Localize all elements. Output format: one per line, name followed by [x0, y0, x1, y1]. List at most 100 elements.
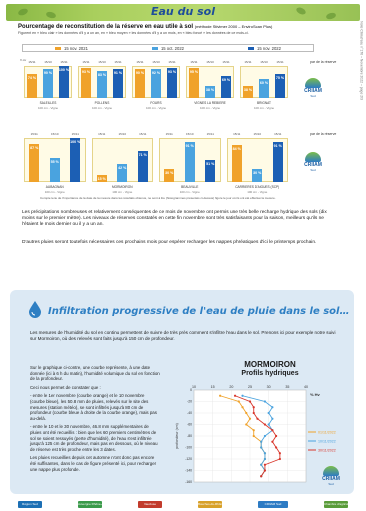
bar-date-label: 15/11	[28, 60, 36, 64]
series-point	[260, 475, 263, 478]
body-paragraph: Les pluies recueillies depuis cet automn…	[30, 455, 157, 472]
bar-date-label: 15/10	[98, 60, 106, 64]
bar-value-label: 30 %	[253, 170, 262, 175]
bar: 92 %	[151, 68, 161, 98]
bar-date-label: 15/11	[233, 132, 241, 136]
bar-value-label: 90 %	[43, 71, 53, 76]
bar: 75 %	[275, 74, 285, 98]
series-point	[271, 429, 274, 432]
series-point	[252, 406, 255, 409]
series-point	[271, 417, 274, 420]
legend-label: 15 nov. 2021	[64, 45, 88, 51]
bar-value-label: 38 %	[243, 87, 253, 92]
y-tick-label: -20	[187, 400, 192, 404]
footer-logos: Région Sud Auvergne Rhône-Alpes Vaucluse Bo…	[6, 498, 360, 511]
criiam-logo-3: CRIIAM Sud	[316, 466, 346, 488]
bar-date-label: 15/11	[98, 132, 106, 136]
body-bullet: - entre le 10 et le 30 novembre, 46.8 mm…	[30, 424, 158, 452]
bar: 95 %	[189, 67, 199, 98]
bar: 30 %	[164, 168, 175, 182]
series-point	[271, 406, 274, 409]
legend-item: 15 oct. 2022	[151, 45, 185, 51]
criiam-logo-mark	[305, 78, 321, 88]
paragraph-1: Les précipitations nombreuses et relativ…	[22, 210, 327, 228]
criiam-logo-sub: Sud	[310, 94, 316, 98]
x-tick-label: 20	[229, 385, 233, 389]
station-name: CARRIERES D'AIGUES (SCP)	[235, 185, 280, 189]
x-tick-label: 25	[248, 385, 252, 389]
station-name: BRIGNAT	[257, 101, 271, 105]
bar-date-label: 15/11	[71, 132, 79, 136]
series-point	[248, 417, 252, 420]
body-bullet: - entre le 1er novembre (courbe orange) …	[30, 393, 157, 421]
bar-date-label: 15/11	[244, 60, 252, 64]
bar-date-label: 15/10	[152, 60, 160, 64]
station-depth: 100 cm - Vigne	[37, 106, 59, 110]
bar-date-label: 15/11	[274, 132, 282, 136]
x-tick-label: 30	[267, 385, 271, 389]
series-point	[219, 394, 222, 397]
bar-group: 15/11 15/10 15/11 90 % 92 % 93 % FOURS 100 cm -…	[132, 58, 180, 110]
bar-value-label: 92 %	[151, 70, 161, 75]
bar-dates: 15/11 15/10 15/11	[24, 60, 72, 64]
criiam-logo-sub: Sud	[310, 168, 316, 172]
bar-value-label: 93 %	[81, 70, 91, 75]
chart-title: MORMOIRON	[244, 360, 296, 369]
legend-label: 15 oct. 2022	[160, 45, 185, 51]
body-paragraph: Sur le graphique ci-contre, une courbe r…	[30, 365, 160, 382]
series-point	[260, 446, 263, 449]
bar-value-label: 30 %	[165, 170, 174, 175]
legend-series-name: 30/11/2022	[318, 448, 336, 452]
bar-date-label: 15/11	[82, 60, 90, 64]
header-banner: Eau du sol	[6, 4, 360, 21]
partner-logo: CRIIAM Sud	[258, 501, 288, 508]
bar-date-label: 15/11	[60, 60, 68, 64]
series-point	[263, 423, 267, 426]
bar-date-label: 15/10	[260, 60, 268, 64]
bar: 71 %	[137, 150, 148, 182]
station-name: POLLENS	[94, 101, 110, 105]
y-tick-label: -100	[185, 446, 192, 450]
bar: 55 %	[49, 157, 60, 182]
bar-dates: 15/11 15/10 15/11	[24, 132, 86, 136]
y-axis-label: profondeur (cm)	[175, 423, 179, 449]
figure-heading-text: Pourcentage de reconstitution de la rése…	[18, 24, 194, 30]
bar: 83 %	[97, 71, 107, 98]
partner-logo: Auvergne Rhône-Alpes	[78, 501, 102, 508]
bar-value-label: 75 %	[275, 76, 285, 80]
bar-group: 15/11 15/10 15/11 93 % 83 % 91 % POLLENS 100 cm…	[78, 58, 126, 110]
station-depth: 100 cm - Vigne	[253, 106, 275, 110]
bar-date-label: 15/11	[222, 60, 230, 64]
partner-logo: Région Sud	[18, 501, 42, 508]
series-point	[256, 417, 259, 420]
block2-side-label: par de la réserve	[310, 132, 337, 136]
bar-group: 15/11 15/10 15/11 38 % 60 % 75 % BRIGNAT 100 cm…	[240, 58, 288, 110]
page-title: Eau du sol	[150, 5, 215, 18]
bar-date-label: 15/11	[114, 60, 122, 64]
legend-item: 15 nov. 2022	[248, 46, 281, 51]
bar: 60 %	[259, 78, 269, 98]
bar: 74 %	[27, 74, 37, 98]
bar-value-label: 91 %	[113, 70, 123, 75]
infiltration-section: Infiltration progressive de l'eau de plu…	[10, 290, 354, 494]
bar: 93 %	[167, 68, 177, 98]
series-point	[241, 406, 244, 409]
bar-value-label: 38 %	[205, 87, 215, 92]
series-point	[267, 411, 270, 415]
bar: 38 %	[205, 85, 215, 98]
bar-date-label: 15/11	[165, 132, 173, 136]
criiam-logo-word: CRIIAM	[304, 162, 322, 168]
bar-group: 15/11 15/10 15/11 84 % 30 % 91 % CARRIERES D'A…	[226, 130, 288, 194]
series-point	[278, 452, 281, 455]
bar: 51 %	[205, 159, 216, 182]
station-name: FOURS	[150, 101, 162, 105]
x-tick-label: 40	[304, 385, 308, 389]
series-point	[263, 457, 267, 461]
y-tick-label: -60	[187, 423, 192, 427]
bar-value-label: 87 %	[30, 145, 39, 150]
bar-value-label: 69 %	[221, 77, 231, 82]
figure-heading: Pourcentage de reconstitution de la rése…	[18, 24, 272, 30]
bar: 100 %	[59, 66, 69, 98]
bar-value-label: 91 %	[185, 143, 194, 148]
bar-value-label: 91 %	[273, 143, 282, 148]
